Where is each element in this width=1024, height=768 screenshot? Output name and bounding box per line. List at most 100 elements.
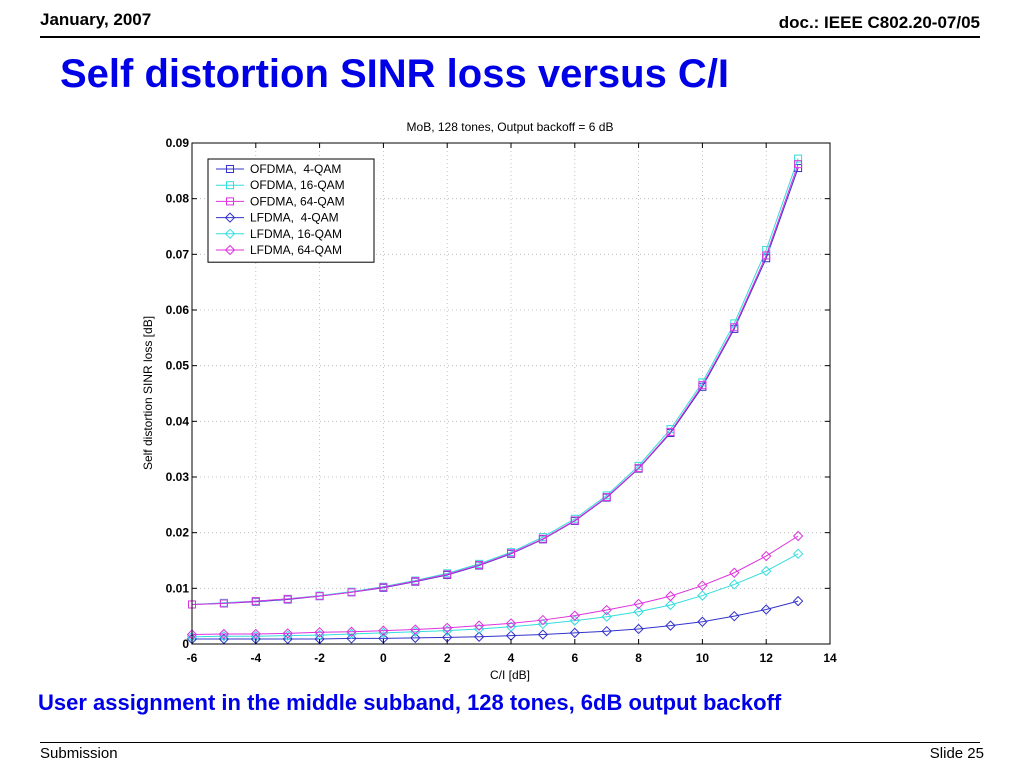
x-tick-label: -6 bbox=[187, 651, 198, 665]
data-point bbox=[315, 592, 324, 601]
data-point bbox=[282, 630, 293, 641]
data-point bbox=[537, 614, 549, 626]
data-point bbox=[665, 620, 676, 631]
data-point bbox=[698, 381, 707, 390]
legend-swatch-marker bbox=[226, 165, 234, 173]
x-tick-label: 4 bbox=[508, 651, 515, 665]
x-tick-label: 6 bbox=[571, 651, 578, 665]
series-5 bbox=[186, 530, 804, 640]
legend-swatch-marker bbox=[224, 228, 236, 240]
data-point bbox=[697, 580, 708, 591]
y-tick-label: 0.07 bbox=[166, 247, 190, 261]
x-tick-label: 8 bbox=[635, 651, 642, 665]
data-point bbox=[569, 610, 581, 621]
data-point bbox=[537, 629, 549, 640]
data-point bbox=[443, 570, 452, 579]
series-line bbox=[191, 553, 799, 638]
data-point bbox=[729, 567, 740, 578]
data-point bbox=[218, 628, 230, 640]
data-point bbox=[760, 550, 772, 562]
data-point bbox=[347, 588, 356, 597]
data-point bbox=[569, 615, 581, 626]
x-tick-label: -2 bbox=[314, 651, 325, 665]
data-point bbox=[410, 632, 421, 644]
x-tick-label: 0 bbox=[380, 651, 387, 665]
legend-label: OFDMA, 64-QAM bbox=[250, 194, 345, 208]
data-point bbox=[250, 628, 262, 640]
data-point bbox=[760, 604, 772, 615]
data-point bbox=[634, 464, 643, 473]
series-3 bbox=[186, 595, 804, 645]
x-tick-label: 12 bbox=[760, 651, 774, 665]
data-point bbox=[730, 323, 739, 332]
header-divider bbox=[40, 36, 980, 38]
x-axis-label: C/I [dB] bbox=[490, 668, 530, 682]
footer-submission: Submission bbox=[40, 745, 118, 762]
y-tick-label: 0.04 bbox=[166, 414, 190, 428]
data-point bbox=[411, 577, 420, 586]
series-lines bbox=[186, 154, 804, 645]
legend-swatch-marker bbox=[226, 181, 234, 190]
data-point bbox=[473, 620, 485, 631]
data-point bbox=[666, 427, 675, 436]
data-point bbox=[378, 627, 389, 639]
legend-label: OFDMA, 16-QAM bbox=[250, 178, 345, 192]
series-4 bbox=[186, 548, 804, 642]
legend-swatch-marker bbox=[226, 197, 234, 206]
header-doc-id: doc.: IEEE C802.20-07/05 bbox=[778, 13, 980, 32]
legend-label: LFDMA, 4-QAM bbox=[250, 211, 339, 225]
y-axis-label: Self distortion SINR loss [dB] bbox=[141, 316, 155, 470]
series-line bbox=[192, 600, 799, 640]
slide-title: Self distortion SINR loss versus C/I bbox=[60, 52, 730, 96]
sinr-loss-chart: MoB, 128 tones, Output backoff = 6 dB C/… bbox=[141, 120, 837, 682]
data-point bbox=[729, 610, 740, 622]
data-point bbox=[346, 633, 357, 644]
data-point bbox=[697, 590, 708, 601]
legend-label: OFDMA, 4-QAM bbox=[250, 162, 341, 176]
data-point bbox=[379, 583, 388, 592]
data-point bbox=[569, 627, 581, 639]
y-tick-label: 0.08 bbox=[166, 192, 190, 206]
data-point bbox=[475, 560, 484, 569]
footer-slide-number: Slide 25 bbox=[929, 745, 984, 762]
data-point bbox=[282, 628, 293, 639]
chart-title: MoB, 128 tones, Output backoff = 6 dB bbox=[407, 120, 614, 134]
x-tick-label: -4 bbox=[250, 651, 261, 665]
x-tick-label: 10 bbox=[696, 651, 710, 665]
series-2 bbox=[188, 160, 803, 609]
data-point bbox=[665, 590, 676, 602]
data-point bbox=[346, 626, 357, 637]
data-point bbox=[538, 534, 547, 543]
footer-divider bbox=[40, 742, 980, 743]
legend-swatch-marker bbox=[224, 212, 236, 223]
data-point bbox=[441, 622, 453, 634]
header-date: January, 2007 bbox=[40, 10, 152, 29]
x-tick-label: 14 bbox=[823, 651, 837, 665]
y-tick-label: 0.01 bbox=[166, 581, 190, 595]
data-point bbox=[570, 516, 579, 525]
axis-ticks: -6 -4 -2 0 2 4 6 8 10 12 14 0 0.01 0.02 0.03 0.04 0.05 0.… bbox=[166, 136, 837, 665]
y-tick-label: 0.09 bbox=[166, 136, 190, 150]
data-point bbox=[346, 628, 357, 640]
data-point bbox=[601, 625, 612, 637]
data-point bbox=[665, 599, 676, 611]
y-tick-label: 0.02 bbox=[166, 526, 190, 540]
data-point bbox=[601, 604, 612, 616]
data-point bbox=[314, 627, 325, 638]
data-point bbox=[602, 493, 611, 502]
data-point bbox=[729, 579, 740, 590]
data-point bbox=[218, 630, 230, 642]
data-point bbox=[794, 154, 803, 163]
legend: OFDMA, 4-QAM OFDMA, 16-QAM OFDMA, 64-QAM LF… bbox=[207, 158, 375, 263]
data-point bbox=[633, 606, 644, 617]
data-point bbox=[792, 595, 804, 607]
data-point bbox=[410, 624, 421, 635]
legend-label: LFDMA, 64-QAM bbox=[250, 243, 342, 257]
data-point bbox=[410, 626, 421, 637]
data-point bbox=[219, 599, 228, 608]
data-point bbox=[762, 251, 771, 260]
y-tick-label: 0 bbox=[182, 637, 189, 651]
data-point bbox=[537, 618, 549, 630]
x-tick-label: 2 bbox=[444, 651, 451, 665]
data-point bbox=[760, 565, 772, 577]
